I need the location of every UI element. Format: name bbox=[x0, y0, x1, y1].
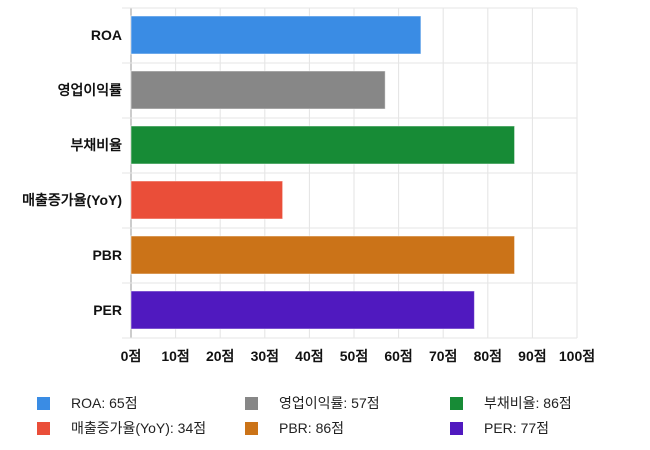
legend-label: 영업이익률: 57점 bbox=[279, 395, 380, 411]
bar-5 bbox=[130, 290, 475, 330]
legend-item: 영업이익률: 57점 bbox=[245, 393, 380, 413]
x-tick-label: 30점 bbox=[251, 348, 279, 364]
legend-item: 부채비율: 86점 bbox=[450, 393, 572, 413]
legend-item: 매출증가율(YoY): 34점 bbox=[37, 418, 206, 438]
x-tick-label: 40점 bbox=[295, 348, 323, 364]
legend-label: 매출증가율(YoY): 34점 bbox=[71, 420, 207, 436]
legend-label: 부채비율: 86점 bbox=[484, 395, 572, 411]
bar-2 bbox=[130, 125, 516, 165]
legend-item: PER: 77점 bbox=[450, 418, 549, 438]
legend-swatch bbox=[37, 396, 50, 410]
legend-swatch bbox=[450, 396, 463, 410]
bar-chart: 0점 10점 20점 30점 40점 50점 60점 70점 80점 90점 100점 ROA 영업이익… bbox=[22, 7, 595, 364]
legend-label: PER: 77점 bbox=[484, 420, 550, 436]
bar-0 bbox=[130, 15, 422, 55]
x-tick-label: 10점 bbox=[161, 348, 189, 364]
category-label: PER bbox=[93, 302, 122, 318]
x-tick-label: 100점 bbox=[559, 348, 595, 364]
category-label: PBR bbox=[92, 247, 122, 263]
x-tick-label: 50점 bbox=[340, 348, 368, 364]
category-label: 매출증가율(YoY) bbox=[22, 192, 122, 208]
x-tick-label: 90점 bbox=[518, 348, 546, 364]
x-tick-label: 80점 bbox=[474, 348, 502, 364]
bar-3 bbox=[130, 180, 284, 220]
legend-item: ROA: 65점 bbox=[37, 393, 138, 413]
category-label: 부채비율 bbox=[70, 137, 122, 153]
category-label: 영업이익률 bbox=[58, 82, 123, 98]
category-label: ROA bbox=[91, 27, 122, 43]
bar-1 bbox=[130, 70, 386, 110]
legend-label: ROA: 65점 bbox=[71, 395, 138, 411]
legend-swatch bbox=[450, 421, 463, 435]
legend-item: PBR: 86점 bbox=[245, 418, 344, 438]
legend-swatch bbox=[245, 421, 258, 435]
bar-4 bbox=[130, 235, 516, 275]
x-tick-label: 20점 bbox=[206, 348, 234, 364]
legend-label: PBR: 86점 bbox=[279, 420, 345, 436]
legend-swatch bbox=[245, 396, 258, 410]
x-tick-label: 0점 bbox=[121, 348, 142, 364]
x-tick-label: 70점 bbox=[429, 348, 457, 364]
x-tick-label: 60점 bbox=[384, 348, 412, 364]
legend-swatch bbox=[37, 421, 50, 435]
